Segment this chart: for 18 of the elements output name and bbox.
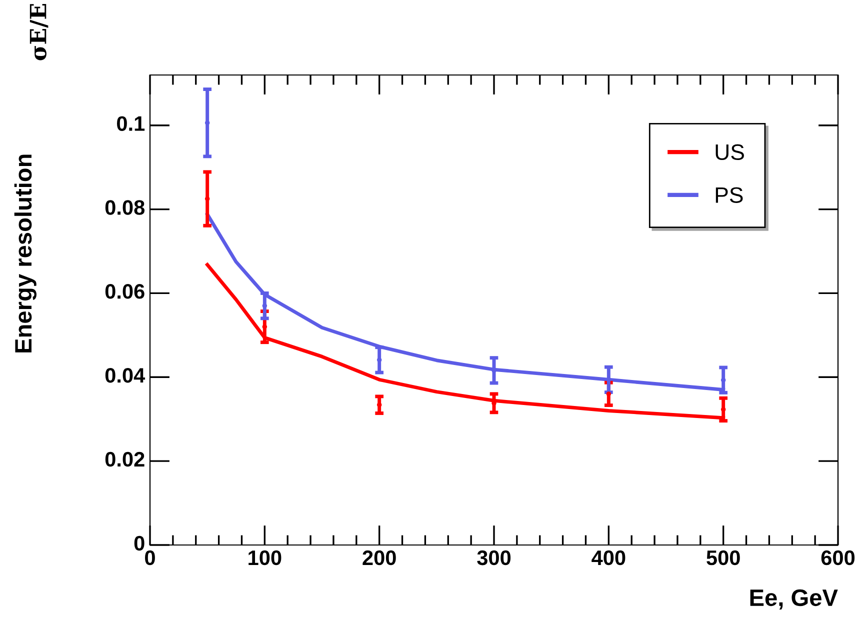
x-tick-label: 500 (706, 550, 740, 566)
legend-label: PS (716, 187, 743, 203)
y-tick-label: 0.02 (105, 452, 144, 467)
y-tick-label: 0.04 (105, 368, 146, 383)
text: σE/E (30, 4, 48, 60)
y-tick-label: 0.06 (105, 284, 144, 299)
legend-label: US (716, 144, 744, 160)
y-tick-label: 0.08 (105, 200, 145, 215)
y-tick-label: 0 (134, 536, 144, 551)
x-tick-label: 100 (248, 550, 282, 566)
y-tick-label: 0.1 (117, 116, 145, 131)
x-axis-title: Ee, GeV (750, 589, 838, 610)
x-tick-label: 300 (477, 550, 511, 566)
y-axis-title: Energy resolution (14, 154, 36, 352)
x-tick-label: 600 (821, 550, 855, 566)
x-tick-label: 200 (362, 550, 396, 566)
x-tick-label: 400 (592, 550, 626, 566)
x-tick-label: 0 (145, 550, 155, 566)
